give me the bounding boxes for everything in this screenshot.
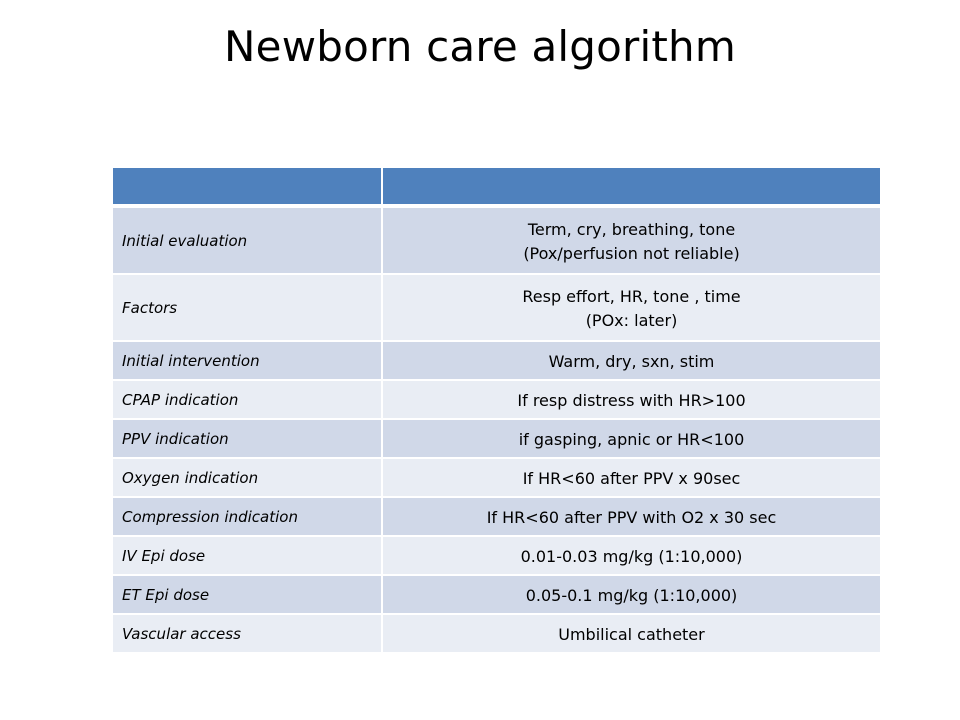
row-value: Term, cry, breathing, tone (Pox/perfusio… (383, 207, 880, 274)
newborn-care-table: Initial evaluation Term, cry, breathing,… (113, 168, 880, 653)
row-value: if gasping, apnic or HR<100 (383, 419, 880, 458)
table-row: Compression indication If HR<60 after PP… (113, 497, 880, 536)
table-header-row (113, 168, 880, 207)
row-value-line: (POx: later) (585, 310, 678, 330)
row-value: 0.01-0.03 mg/kg (1:10,000) (383, 536, 880, 575)
row-value: Resp effort, HR, tone , time (POx: later… (383, 274, 880, 341)
row-value-line: (Pox/perfusion not reliable) (523, 243, 740, 263)
row-label: IV Epi dose (113, 536, 383, 575)
table-row: ET Epi dose 0.05-0.1 mg/kg (1:10,000) (113, 575, 880, 614)
table-row: Vascular access Umbilical catheter (113, 614, 880, 653)
table-row: Oxygen indication If HR<60 after PPV x 9… (113, 458, 880, 497)
row-value-line: Resp effort, HR, tone , time (522, 286, 741, 306)
table-row: CPAP indication If resp distress with HR… (113, 380, 880, 419)
row-value: Warm, dry, sxn, stim (383, 341, 880, 380)
table-row: Factors Resp effort, HR, tone , time (PO… (113, 274, 880, 341)
row-label: Initial evaluation (113, 207, 383, 274)
row-label: Compression indication (113, 497, 383, 536)
row-value: Umbilical catheter (383, 614, 880, 653)
row-label: ET Epi dose (113, 575, 383, 614)
row-value: If resp distress with HR>100 (383, 380, 880, 419)
header-cell-label (113, 168, 383, 207)
row-label: Factors (113, 274, 383, 341)
row-value: If HR<60 after PPV with O2 x 30 sec (383, 497, 880, 536)
row-label: Vascular access (113, 614, 383, 653)
row-label: Initial intervention (113, 341, 383, 380)
table-row: IV Epi dose 0.01-0.03 mg/kg (1:10,000) (113, 536, 880, 575)
row-label: PPV indication (113, 419, 383, 458)
row-label: CPAP indication (113, 380, 383, 419)
table-row: Initial evaluation Term, cry, breathing,… (113, 207, 880, 274)
row-value-line: Term, cry, breathing, tone (527, 219, 736, 239)
table-row: PPV indication if gasping, apnic or HR<1… (113, 419, 880, 458)
table-row: Initial intervention Warm, dry, sxn, sti… (113, 341, 880, 380)
row-value: If HR<60 after PPV x 90sec (383, 458, 880, 497)
header-cell-value (383, 168, 880, 207)
slide-title: Newborn care algorithm (224, 22, 736, 71)
row-value: 0.05-0.1 mg/kg (1:10,000) (383, 575, 880, 614)
row-label: Oxygen indication (113, 458, 383, 497)
